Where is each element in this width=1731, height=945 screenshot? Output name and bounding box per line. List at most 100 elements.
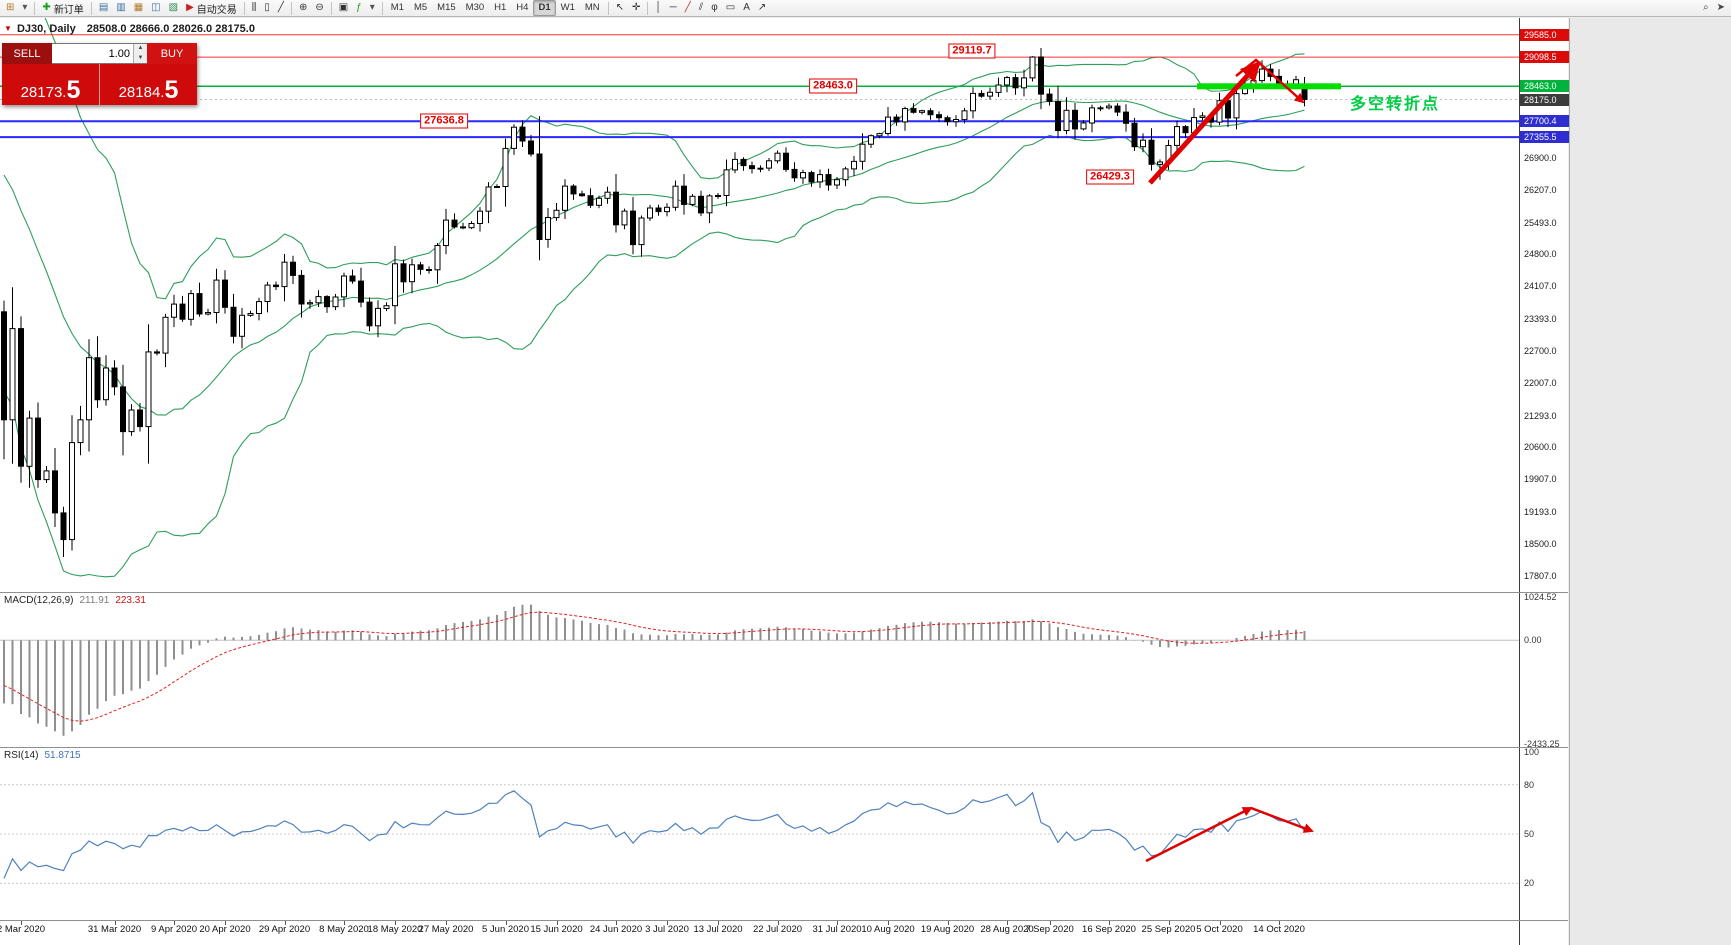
- price-axis[interactable]: 26900.0 26207.0 25493.0 24800.0 24107.0 23393…: [1519, 18, 1569, 945]
- shapes-icon[interactable]: ▭: [722, 0, 739, 17]
- date-label: 8 May 2020: [319, 924, 369, 935]
- data-window-icon[interactable]: ▥: [112, 0, 129, 17]
- candlesticks-layer: [1, 48, 1308, 557]
- pointer-icon[interactable]: ➤: [1713, 0, 1729, 17]
- panel-splitter[interactable]: [0, 592, 1568, 593]
- buy-price-display[interactable]: 28184. 5: [100, 64, 197, 105]
- price-label-flag[interactable]: 27636.8: [420, 113, 468, 129]
- vertical-line-icon[interactable]: │: [651, 0, 665, 17]
- indicators-icon[interactable]: ƒ: [352, 0, 366, 17]
- sell-price-display[interactable]: 28173. 5: [2, 64, 99, 105]
- autotrading-button-label: 自动交易: [196, 4, 237, 16]
- panel-splitter[interactable]: [0, 747, 1568, 748]
- navigator-icon[interactable]: ▦: [130, 0, 147, 17]
- price-highlight-label: 29585.0: [1520, 29, 1569, 41]
- line-chart-icon[interactable]: ╱: [274, 0, 288, 17]
- price-tick-label: 24107.0: [1524, 281, 1557, 291]
- date-label: 14 Oct 2020: [1253, 924, 1305, 935]
- shapes-icon-glyph: ▭: [725, 2, 736, 13]
- volume-stepper: ▲ ▼: [133, 44, 147, 63]
- bollinger-upper-band: [44, 18, 1305, 300]
- rsi-indicator-label: RSI(14) 51.8715: [4, 750, 81, 761]
- timeframe-h4-button[interactable]: H4: [516, 2, 529, 13]
- trend-arrows-layer[interactable]: [1148, 58, 1305, 185]
- zoom-in-icon[interactable]: ⊕: [295, 0, 311, 17]
- red-pullback-arrow[interactable]: [1235, 58, 1305, 104]
- macd-panel-canvas[interactable]: [0, 593, 1519, 747]
- timeframe-w1-button[interactable]: W1: [560, 2, 575, 13]
- buy-button[interactable]: BUY: [147, 43, 197, 64]
- price-label-flag[interactable]: 28463.0: [809, 78, 857, 94]
- profiles-icon[interactable]: ▾: [18, 0, 31, 17]
- timeframe-m5-button[interactable]: M5: [413, 2, 428, 13]
- price-tick-label: 24800.0: [1524, 249, 1557, 259]
- date-label: 29 Apr 2020: [258, 924, 311, 935]
- time-axis[interactable]: [0, 921, 1519, 945]
- search-icon[interactable]: ⌕: [1699, 0, 1713, 17]
- price-highlight-label: 29098.5: [1520, 51, 1569, 63]
- indicators-icon-glyph: ƒ: [356, 2, 362, 13]
- crosshair-icon[interactable]: ✛: [628, 0, 644, 17]
- chart-ohlc-values: 28508.0 28666.0 28026.0 28175.0: [86, 23, 255, 35]
- timeframe-d1-button[interactable]: D1: [533, 0, 556, 16]
- time-tick: [667, 921, 668, 925]
- strategy-tester-icon-glyph: ▧: [168, 2, 179, 13]
- new-order-button-glyph: ✚: [42, 2, 51, 13]
- toolbar-right-group: ⌕ ➤: [1699, 0, 1729, 17]
- channel-icon[interactable]: ⫽: [695, 0, 707, 17]
- rsi-red-arrow[interactable]: [1145, 806, 1253, 863]
- time-tick: [718, 921, 719, 925]
- trendline-icon[interactable]: ╱: [681, 0, 695, 17]
- fibonacci-icon[interactable]: φ: [707, 0, 721, 17]
- date-label: 31 Mar 2020: [87, 924, 142, 935]
- timeframe-m30-button[interactable]: M30: [465, 2, 485, 13]
- cursor-icon-glyph: ↖: [615, 2, 625, 13]
- bar-chart-icon[interactable]: ⫼: [248, 0, 261, 17]
- tile-windows-icon-glyph: ▣: [338, 2, 349, 13]
- time-tick: [446, 921, 447, 925]
- macd-axis-label: 0.00: [1524, 635, 1542, 645]
- green-resistance-bar[interactable]: [1197, 83, 1341, 90]
- new-chart-icon[interactable]: ⊞: [2, 0, 18, 17]
- data-window-icon-glyph: ▥: [116, 2, 126, 13]
- arrows-icon-glyph: ↗: [757, 2, 767, 13]
- volume-input[interactable]: [52, 44, 133, 63]
- candlestick-chart-icon[interactable]: ▯: [260, 0, 274, 17]
- timeframe-mn-button[interactable]: MN: [584, 2, 600, 13]
- autotrading-button-glyph: ▶: [186, 2, 194, 13]
- autotrading-button[interactable]: ▶ 自动交易: [182, 0, 241, 17]
- main-chart-canvas[interactable]: [0, 18, 1519, 592]
- horizontal-line-icon[interactable]: ─: [666, 0, 681, 17]
- zoom-out-icon[interactable]: ⊖: [311, 0, 327, 17]
- time-tick: [225, 921, 226, 925]
- red-trend-arrow[interactable]: [1148, 61, 1261, 185]
- new-order-button[interactable]: ✚ 新订单: [38, 0, 87, 17]
- timeframe-h1-button[interactable]: H1: [494, 2, 507, 13]
- price-label-flag[interactable]: 29119.7: [948, 43, 996, 59]
- date-label: 3 Jul 2020: [645, 924, 689, 935]
- arrows-icon[interactable]: ↗: [754, 0, 770, 17]
- sell-button[interactable]: SELL: [2, 43, 52, 64]
- workspace-background: [1569, 18, 1731, 945]
- chart-window[interactable]: ▼ DJ30, Daily 28508.0 28666.0 28026.0 28…: [0, 18, 1519, 945]
- turning-point-annotation[interactable]: 多空转折点: [1350, 96, 1441, 113]
- cursor-icon[interactable]: ↖: [612, 0, 628, 17]
- toolbar-separator: [607, 1, 609, 15]
- line-chart-icon-glyph: ╱: [277, 2, 284, 13]
- panel-splitter[interactable]: [0, 920, 1568, 921]
- volume-down-icon[interactable]: ▼: [134, 53, 147, 63]
- buy-price-main: 28184.: [118, 84, 165, 101]
- market-watch-icon[interactable]: ▤: [95, 0, 112, 17]
- time-tick: [777, 921, 779, 925]
- volume-up-icon[interactable]: ▲: [134, 44, 147, 54]
- indicator-list-icon[interactable]: ▾: [366, 0, 379, 17]
- rsi-red-arrow[interactable]: [1250, 806, 1314, 833]
- tile-windows-icon[interactable]: ▣: [335, 0, 352, 17]
- strategy-tester-icon[interactable]: ▧: [165, 0, 182, 17]
- rsi-panel-canvas[interactable]: [0, 748, 1519, 920]
- price-label-flag[interactable]: 26429.3: [1086, 169, 1134, 185]
- text-icon[interactable]: A: [739, 0, 754, 17]
- terminal-icon[interactable]: ◫: [147, 0, 164, 17]
- timeframe-m1-button[interactable]: M1: [390, 2, 404, 13]
- timeframe-m15-button[interactable]: M15: [437, 2, 456, 13]
